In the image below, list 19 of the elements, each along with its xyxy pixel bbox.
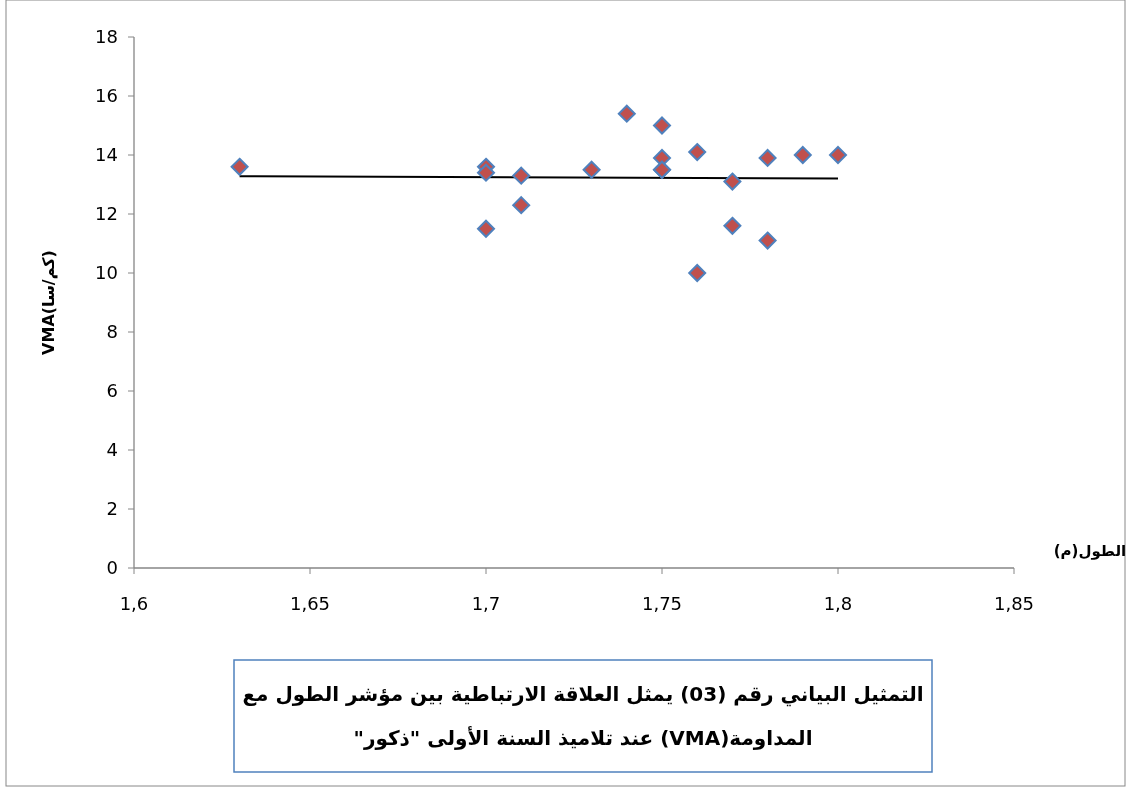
y-axis-title: VMA(كم/سا) — [39, 250, 58, 355]
x-tick-label: 1,85 — [993, 593, 1035, 614]
y-tick-label: 10 — [95, 262, 118, 283]
x-tick-label: 1,6 — [119, 593, 149, 614]
x-tick-label: 1,7 — [471, 593, 501, 614]
x-tick-label: 1,75 — [641, 593, 683, 614]
x-tick-label: 1,8 — [823, 593, 853, 614]
y-tick-label: 16 — [95, 85, 118, 106]
y-tick-label: 4 — [106, 439, 118, 460]
y-tick-label: 12 — [95, 203, 118, 224]
y-tick-label: 6 — [106, 380, 118, 401]
y-tick-label: 18 — [95, 26, 118, 47]
x-tick-label: 1,65 — [289, 593, 331, 614]
y-tick-label: 2 — [106, 498, 118, 519]
text: التمثيل البياني رقم (03) يمثل العلاقة الارتباطية بين مؤشر الطول مع المداومة(VMA) عند تلاميذ السنة الأولى "ذكور" — [241, 681, 925, 752]
y-tick-label: 8 — [106, 321, 118, 342]
y-tick-label: 0 — [106, 557, 118, 578]
x-axis-title: الطول(م) — [1053, 542, 1127, 560]
y-tick-label: 14 — [95, 144, 118, 165]
